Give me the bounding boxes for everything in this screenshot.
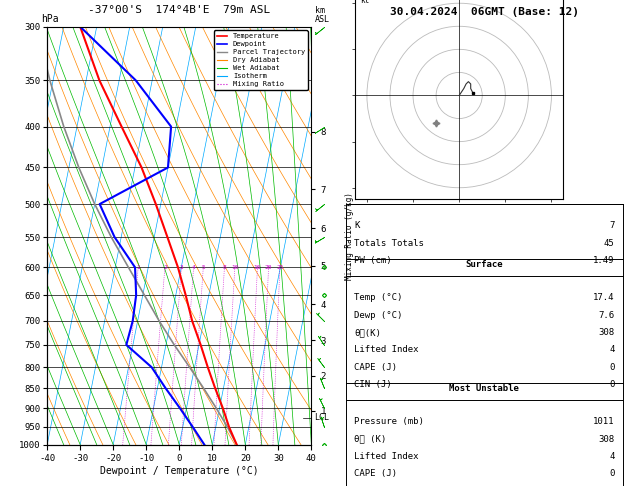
Text: 4: 4: [609, 452, 615, 461]
Text: 8: 8: [223, 265, 226, 270]
Text: km
ASL: km ASL: [314, 6, 330, 24]
Text: -37°00'S  174°4B'E  79m ASL: -37°00'S 174°4B'E 79m ASL: [88, 4, 270, 15]
Text: PW (cm): PW (cm): [354, 256, 392, 265]
Text: Temp (°C): Temp (°C): [354, 294, 403, 302]
Text: K: K: [354, 222, 360, 230]
Text: LCL: LCL: [314, 413, 329, 422]
Text: 30.04.2024  06GMT (Base: 12): 30.04.2024 06GMT (Base: 12): [390, 7, 579, 17]
Text: Lifted Index: Lifted Index: [354, 345, 419, 354]
Text: 308: 308: [598, 434, 615, 444]
Text: kt: kt: [360, 0, 369, 5]
Text: Surface: Surface: [465, 260, 503, 269]
Text: θᴇ(K): θᴇ(K): [354, 328, 381, 337]
Y-axis label: Mixing Ratio (g/kg): Mixing Ratio (g/kg): [345, 192, 354, 279]
Text: Lifted Index: Lifted Index: [354, 452, 419, 461]
Text: 45: 45: [604, 239, 615, 248]
Text: Totals Totals: Totals Totals: [354, 239, 424, 248]
Text: 0: 0: [609, 380, 615, 389]
Text: 10: 10: [231, 265, 238, 270]
Text: CIN (J): CIN (J): [354, 380, 392, 389]
Text: 25: 25: [276, 265, 284, 270]
X-axis label: Dewpoint / Temperature (°C): Dewpoint / Temperature (°C): [100, 466, 259, 476]
Text: hPa: hPa: [41, 14, 58, 24]
Text: 2: 2: [163, 265, 167, 270]
Text: 4: 4: [609, 345, 615, 354]
Text: Most Unstable: Most Unstable: [449, 384, 520, 393]
Text: Pressure (mb): Pressure (mb): [354, 417, 424, 426]
Text: 1.49: 1.49: [593, 256, 615, 265]
Text: θᴇ (K): θᴇ (K): [354, 434, 386, 444]
Text: 0: 0: [609, 363, 615, 372]
Text: CAPE (J): CAPE (J): [354, 363, 398, 372]
Text: 20: 20: [265, 265, 272, 270]
Legend: Temperature, Dewpoint, Parcel Trajectory, Dry Adiabat, Wet Adiabat, Isotherm, Mi: Temperature, Dewpoint, Parcel Trajectory…: [214, 30, 308, 90]
Text: 1: 1: [136, 265, 140, 270]
Text: 3: 3: [179, 265, 183, 270]
Text: 17.4: 17.4: [593, 294, 615, 302]
Text: 0: 0: [609, 469, 615, 478]
Text: Dewp (°C): Dewp (°C): [354, 311, 403, 320]
Text: CAPE (J): CAPE (J): [354, 469, 398, 478]
Text: 1011: 1011: [593, 417, 615, 426]
Text: 7.6: 7.6: [598, 311, 615, 320]
Text: 16: 16: [253, 265, 261, 270]
Text: 7: 7: [609, 222, 615, 230]
Text: 5: 5: [201, 265, 205, 270]
Text: 4: 4: [192, 265, 196, 270]
Text: 308: 308: [598, 328, 615, 337]
